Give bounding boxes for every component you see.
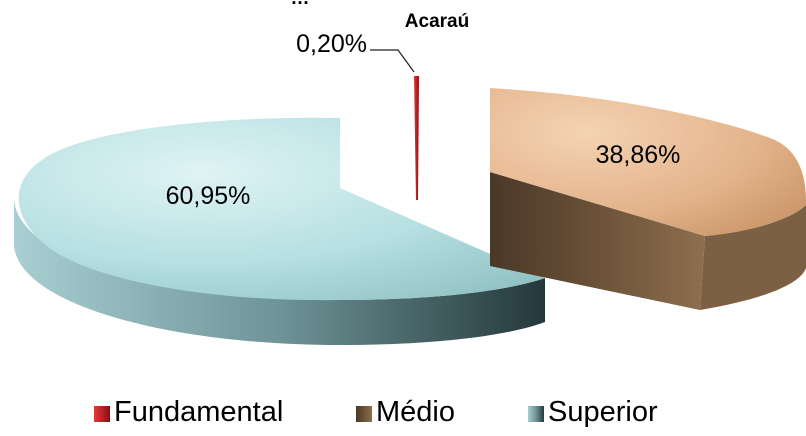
- legend-swatch-fundamental: [94, 406, 110, 422]
- legend-label-fundamental: Fundamental: [114, 396, 283, 428]
- slice-superior-top: [18, 117, 546, 301]
- slice-superior: [14, 117, 546, 345]
- chart-title: Acaraú: [405, 11, 469, 32]
- slice-medio-side: [490, 172, 705, 310]
- data-label-superior: 60,95%: [166, 182, 251, 210]
- legend-item-fundamental: Fundamental: [94, 396, 283, 428]
- legend-label-superior: Superior: [548, 396, 658, 428]
- legend: Fundamental Médio Superior: [94, 396, 658, 428]
- slice-fundamental-shape: [414, 76, 419, 200]
- legend-item-medio: Médio: [356, 396, 455, 428]
- slice-medio-top: [490, 88, 806, 236]
- legend-swatch-superior: [528, 406, 544, 422]
- data-label-medio: 38,86%: [596, 141, 681, 169]
- slice-medio-side-curve: [700, 205, 806, 310]
- legend-label-medio: Médio: [376, 396, 455, 428]
- legend-swatch-medio: [356, 406, 372, 422]
- slice-medio: [490, 88, 806, 310]
- slice-superior-side: [14, 200, 545, 345]
- fundamental-leader-line: [370, 49, 415, 73]
- chart-title-clipped-prefix: …: [291, 0, 310, 9]
- slice-fundamental: [414, 76, 419, 200]
- data-label-fundamental: 0,20%: [296, 30, 367, 58]
- legend-item-superior: Superior: [528, 396, 658, 428]
